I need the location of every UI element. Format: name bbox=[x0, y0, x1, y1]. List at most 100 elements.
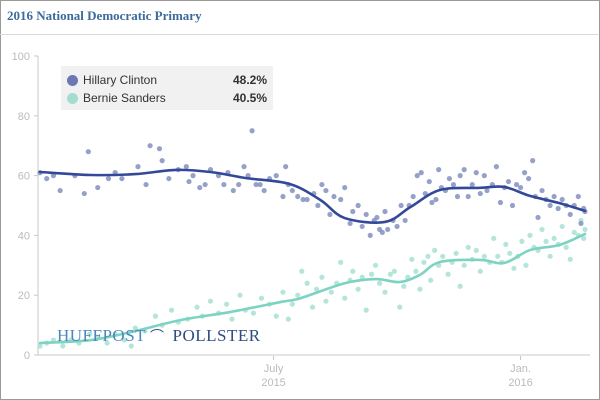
sanders-poll-point bbox=[523, 262, 529, 268]
clinton-poll-point bbox=[547, 202, 553, 209]
sanders-poll-point bbox=[319, 274, 325, 280]
clinton-trend-line bbox=[38, 168, 587, 224]
trend-lines bbox=[38, 168, 587, 345]
y-tick-label: 20 bbox=[18, 290, 30, 302]
clinton-poll-point bbox=[535, 214, 541, 221]
y-tick-label: 60 bbox=[18, 171, 30, 183]
x-tick-label: Jan. bbox=[510, 363, 531, 375]
sanders-poll-point bbox=[60, 343, 66, 349]
sanders-poll-point bbox=[152, 313, 159, 319]
clinton-poll-point bbox=[457, 173, 463, 179]
sanders-poll-point bbox=[491, 235, 497, 241]
clinton-poll-point bbox=[44, 175, 50, 182]
clinton-poll-point bbox=[555, 205, 561, 212]
sanders-poll-point bbox=[372, 262, 379, 268]
clinton-poll-point bbox=[273, 173, 279, 179]
x-tick-label: 2015 bbox=[261, 377, 285, 389]
sanders-poll-point bbox=[563, 244, 569, 250]
clinton-poll-point bbox=[526, 175, 532, 182]
sanders-poll-point bbox=[273, 313, 279, 319]
clinton-poll-point bbox=[143, 181, 149, 188]
clinton-poll-point bbox=[241, 164, 247, 170]
sanders-poll-point bbox=[527, 232, 533, 238]
sanders-poll-point bbox=[461, 262, 467, 268]
clinton-poll-point bbox=[253, 181, 259, 188]
clinton-poll-point bbox=[323, 187, 329, 194]
clinton-poll-point bbox=[505, 178, 512, 185]
y-tick-label: 40 bbox=[18, 230, 30, 242]
sanders-poll-point bbox=[328, 289, 334, 295]
clinton-poll-point bbox=[81, 190, 87, 197]
sanders-poll-point bbox=[571, 229, 577, 236]
clinton-poll-point bbox=[359, 223, 365, 230]
sanders-poll-point bbox=[295, 292, 301, 298]
sanders-poll-point bbox=[250, 310, 257, 316]
clinton-poll-point bbox=[575, 193, 581, 200]
clinton-poll-point bbox=[159, 158, 165, 164]
clinton-poll-point bbox=[414, 173, 420, 179]
clinton-poll-point bbox=[578, 220, 584, 227]
clinton-poll-point bbox=[379, 229, 385, 236]
clinton-poll-point bbox=[249, 128, 255, 134]
sanders-poll-point bbox=[309, 304, 316, 310]
clinton-poll-point bbox=[283, 164, 289, 170]
sanders-poll-point bbox=[481, 253, 487, 259]
clinton-poll-point bbox=[280, 193, 286, 200]
clinton-poll-point bbox=[429, 199, 435, 206]
sanders-poll-point bbox=[37, 343, 43, 349]
clinton-poll-point bbox=[363, 211, 369, 218]
x-tick-label: July bbox=[264, 363, 284, 375]
clinton-poll-point bbox=[230, 187, 236, 194]
sanders-poll-point bbox=[581, 235, 587, 241]
clinton-poll-point bbox=[382, 208, 388, 215]
clinton-poll-point bbox=[402, 217, 408, 224]
clinton-poll-point bbox=[454, 193, 461, 200]
clinton-poll-point bbox=[385, 226, 391, 233]
sanders-poll-point bbox=[421, 259, 427, 265]
sanders-poll-point bbox=[223, 301, 230, 307]
clinton-poll-point bbox=[350, 208, 356, 215]
sanders-poll-point bbox=[445, 271, 451, 277]
sanders-poll-point bbox=[368, 271, 375, 277]
clinton-poll-point bbox=[509, 202, 516, 209]
y-tick-label: 80 bbox=[18, 111, 30, 123]
clinton-poll-point bbox=[57, 187, 63, 194]
legend-item-clinton[interactable]: Hillary Clinton 48.2% bbox=[67, 71, 267, 89]
sanders-poll-point bbox=[258, 295, 265, 301]
clinton-poll-point bbox=[426, 178, 432, 185]
clinton-poll-point bbox=[95, 184, 101, 191]
clinton-poll-point bbox=[450, 181, 457, 188]
sanders-poll-point bbox=[567, 256, 573, 262]
x-tick-label: 2016 bbox=[508, 377, 532, 389]
sanders-poll-point bbox=[432, 247, 438, 253]
sanders-poll-point bbox=[168, 307, 175, 313]
swoosh-icon: ⌒ bbox=[150, 330, 165, 345]
clinton-poll-point bbox=[342, 184, 348, 191]
sanders-poll-point bbox=[413, 268, 419, 274]
clinton-poll-point bbox=[567, 211, 573, 218]
clinton-poll-point bbox=[521, 170, 528, 176]
axes: 0 20 40 60 80 100 July 2015 Jan. 2016 bbox=[12, 51, 590, 389]
data-points bbox=[37, 128, 588, 349]
sanders-poll-point bbox=[543, 238, 549, 244]
sanders-poll-point bbox=[313, 286, 320, 292]
clinton-poll-point bbox=[183, 164, 189, 170]
clinton-poll-point bbox=[338, 196, 344, 203]
sanders-poll-point bbox=[559, 223, 565, 230]
clinton-poll-point bbox=[166, 175, 172, 182]
sanders-poll-point bbox=[473, 247, 479, 253]
sanders-poll-point bbox=[425, 253, 431, 259]
sanders-poll-point bbox=[323, 298, 329, 304]
clinton-poll-point bbox=[481, 173, 487, 179]
legend-value: 40.5% bbox=[232, 91, 267, 105]
clinton-poll-point bbox=[85, 149, 91, 155]
legend-label: Bernie Sanders bbox=[83, 91, 166, 105]
sanders-poll-point bbox=[229, 316, 235, 322]
sanders-poll-point bbox=[237, 292, 243, 298]
legend-item-sanders[interactable]: Bernie Sanders 40.5% bbox=[67, 89, 267, 107]
sanders-poll-point bbox=[194, 304, 200, 310]
clinton-poll-point bbox=[436, 167, 442, 173]
clinton-poll-point bbox=[147, 143, 153, 149]
clinton-poll-point bbox=[559, 196, 565, 203]
